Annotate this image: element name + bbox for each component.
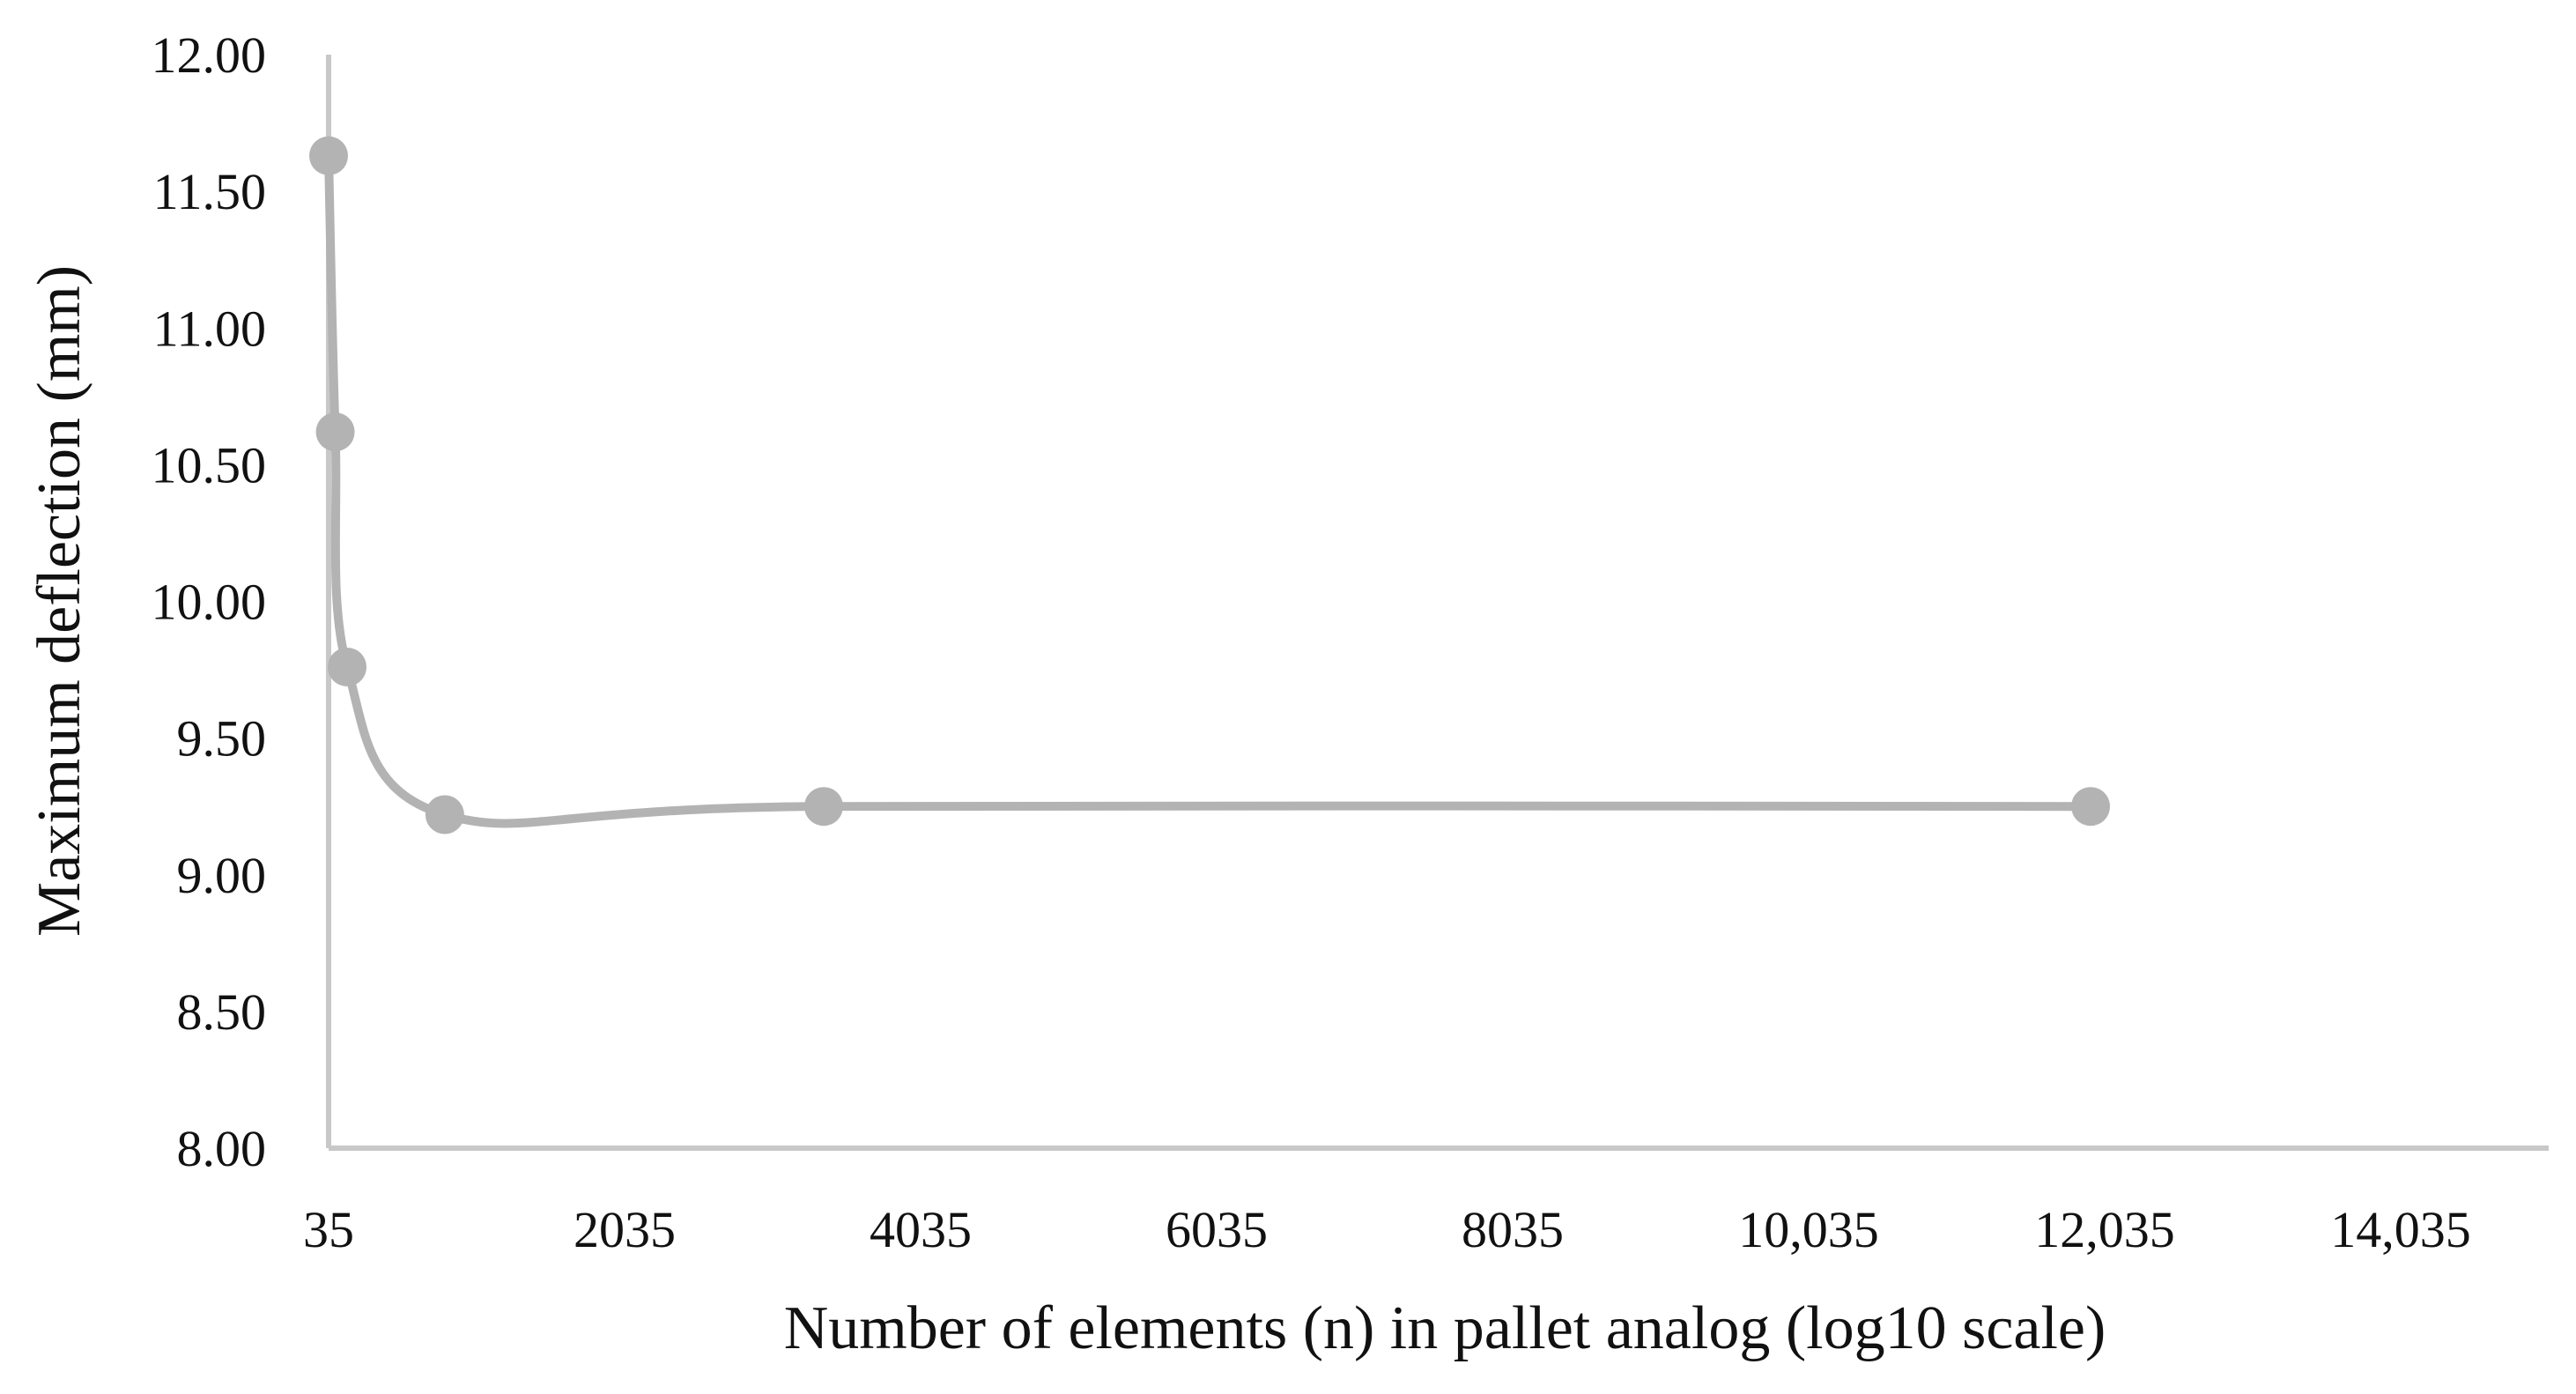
x-tick-label: 2035 <box>574 1201 676 1258</box>
series-group <box>309 137 2110 834</box>
y-tick-label: 8.00 <box>177 1120 267 1177</box>
x-tick-label: 14,035 <box>2330 1201 2471 1258</box>
data-point <box>328 648 366 686</box>
y-tick-label: 10.00 <box>152 574 267 631</box>
x-tick-label: 12,035 <box>2034 1201 2175 1258</box>
y-tick-label: 12.00 <box>152 26 267 84</box>
data-point <box>316 412 355 451</box>
y-axis-title: Maximum deflection (mm) <box>26 265 93 937</box>
data-point <box>309 137 348 175</box>
y-axis-tick-labels: 8.00 8.50 9.00 9.50 10.00 10.50 11.00 11.50 12.0… <box>152 26 267 1177</box>
y-tick-label: 9.50 <box>177 710 267 767</box>
data-point <box>426 795 464 834</box>
x-tick-label: 10,035 <box>1738 1201 1879 1258</box>
x-tick-label: 4035 <box>870 1201 972 1258</box>
series-line <box>329 156 2091 824</box>
y-tick-label: 10.50 <box>152 436 267 493</box>
x-tick-label: 8035 <box>1462 1201 1564 1258</box>
y-tick-label: 9.00 <box>177 847 267 904</box>
data-point <box>804 787 843 826</box>
x-tick-label: 6035 <box>1166 1201 1268 1258</box>
x-tick-label: 35 <box>303 1201 354 1258</box>
x-axis-title: Number of elements (n) in pallet analog … <box>784 1294 2106 1362</box>
y-tick-label: 8.50 <box>177 983 267 1041</box>
y-tick-label: 11.00 <box>153 300 266 357</box>
data-point <box>2071 787 2110 826</box>
x-axis-tick-labels: 35 2035 4035 6035 8035 10,035 12,035 14,035 <box>303 1201 2471 1258</box>
y-tick-label: 11.50 <box>153 163 266 220</box>
